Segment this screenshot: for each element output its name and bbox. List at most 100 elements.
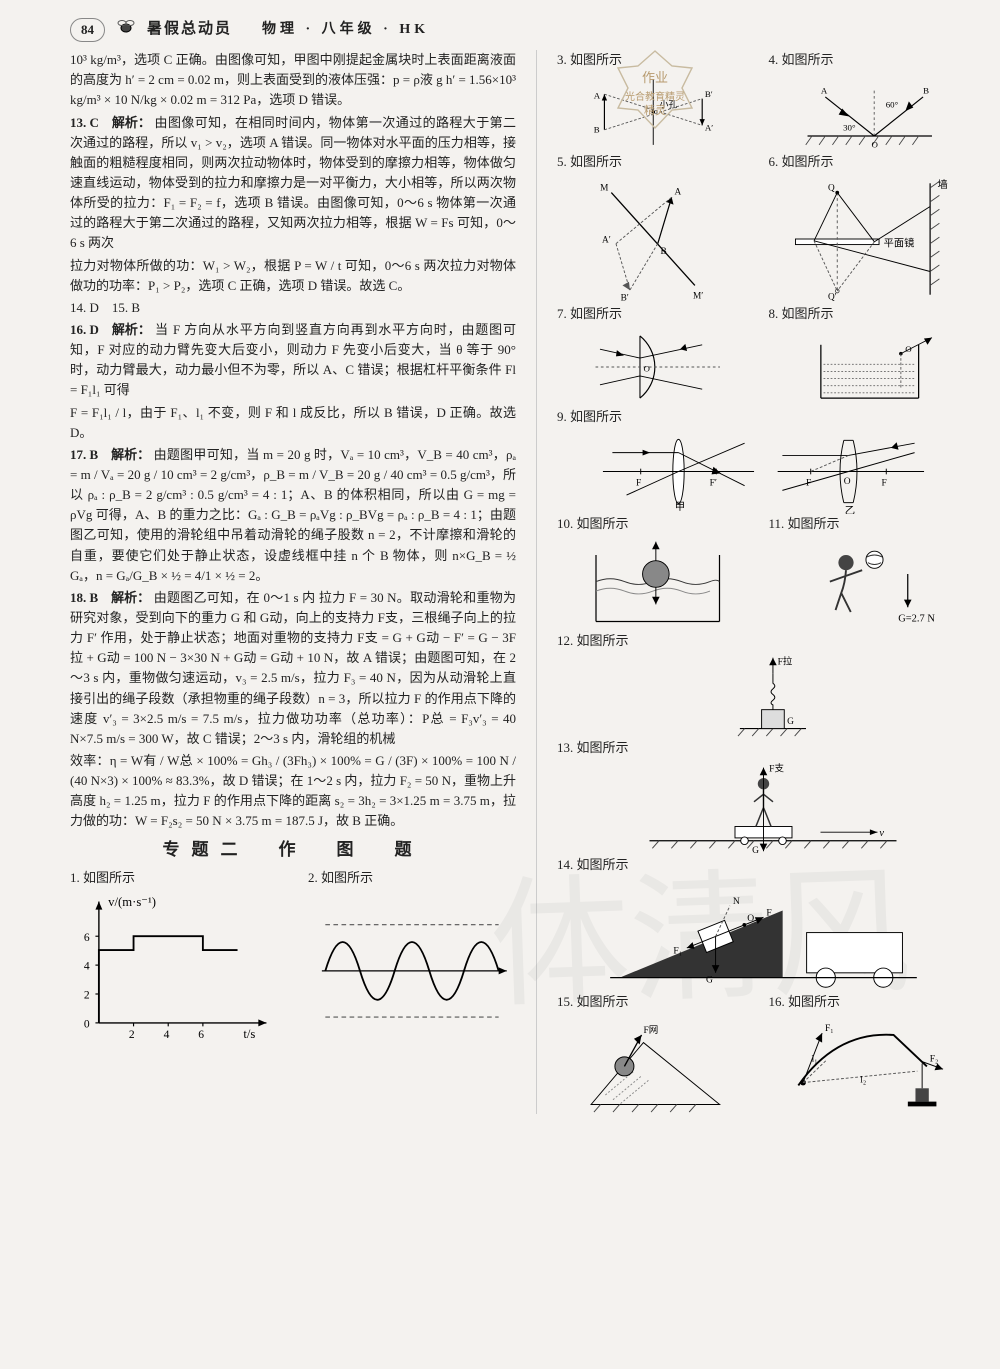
fig-7-label: 7. 如图所示: [557, 304, 622, 324]
f9-f2: F′: [710, 478, 717, 488]
f3-ap: A′: [705, 123, 713, 133]
left-column: 10³ kg/m³，选项 C 正确。由图像可知，甲图中刚提起金属块时上表面距离液…: [70, 50, 516, 1114]
fig-14-incline: O F N F₁ G: [557, 877, 970, 992]
fig-6-wall-mirror: 墙 平面镜 Q Q′: [769, 174, 971, 304]
fig-14-label: 14. 如图所示: [557, 855, 970, 875]
sine-wave-chart: [308, 890, 516, 1010]
item-18-body2: 效率：η = W有 / W总 × 100% = Gh₃ / (3Fh₃) × 1…: [70, 751, 516, 832]
f16-l2: l₂: [860, 1076, 866, 1086]
item-16-label: 16. D 解析：: [70, 320, 151, 340]
two-column-layout: 10³ kg/m³，选项 C 正确。由图像可知，甲图中刚提起金属块时上表面距离液…: [70, 50, 970, 1114]
f7-o: O: [644, 363, 651, 373]
fig-5-label: 5. 如图所示: [557, 152, 622, 172]
fig-row-7-8: 7. 如图所示 O 8. 如图所示: [557, 304, 970, 406]
f4-o: O: [871, 140, 878, 150]
item-14-15: 14. D 15. B: [70, 298, 516, 318]
fig-row-10-11: 10. 如图所示: [557, 514, 970, 631]
f9-f1: F: [636, 478, 641, 488]
f15-f: F网: [643, 1025, 658, 1036]
fig-11-volleyball: G=2.7 N: [769, 536, 971, 631]
f5-a: A: [674, 188, 681, 198]
f16-f1: F₁: [825, 1025, 834, 1035]
item-12-continuation: 10³ kg/m³，选项 C 正确。由图像可知，甲图中刚提起金属块时上表面距离液…: [70, 50, 516, 110]
fig-8-container: O: [769, 327, 971, 407]
f16-f2: F₂: [929, 1055, 938, 1065]
page: 体清风 84 暑假总动员 物理 · 八年级 · HK 10³ kg/m³，选项 …: [0, 0, 1000, 1369]
chart1-ylabel: v/(m·s⁻¹): [108, 895, 156, 909]
fig-4-label: 4. 如图所示: [769, 50, 834, 70]
f4-a: A: [820, 86, 827, 96]
right-column: 作业 光合教育精灵 精灵 3. 如图所示 小孔: [557, 50, 970, 1114]
fig-12-label: 12. 如图所示: [557, 631, 970, 651]
fig-15-incline-ball: F网: [557, 1014, 759, 1114]
item-17-body: 由题图甲可知，当 m = 20 g 时，Vₐ = 10 cm³，V_B = 40…: [70, 447, 516, 583]
fig-15-label: 15. 如图所示: [557, 992, 629, 1012]
fig-13-cart: F支 G v: [557, 760, 970, 855]
f4-60: 60°: [885, 100, 898, 110]
item-17: 17. B 解析： 由题图甲可知，当 m = 20 g 时，Vₐ = 10 cm…: [70, 445, 516, 586]
chart-2-cell: 2. 如图所示: [308, 868, 516, 1010]
svg-text:F: F: [882, 478, 887, 488]
f3-b: B: [594, 125, 600, 135]
f16-l1: l₁: [811, 1055, 817, 1065]
fig-16-label: 16. 如图所示: [769, 992, 841, 1012]
f14-f1: F₁: [673, 946, 682, 957]
item-16-body2: F = F₁l₁ / l，由于 F₁、l₁ 不变，则 F 和 l 成反比，所以 …: [70, 403, 516, 443]
item-13-body1: 由图像可知，在相同时间内，物体第一次通过的路程大于第二次通过的路程，所以 v₁ …: [70, 115, 516, 251]
f5-ap: A′: [602, 236, 611, 246]
fig-4-reflection: A B 30° 60° O: [769, 72, 971, 152]
item-16: 16. D 解析： 当 F 方向从水平方向到竖直方向再到水平方向时，由题图可知，…: [70, 320, 516, 401]
page-number-badge: 84: [70, 18, 105, 42]
chart-1-label: 1. 如图所示: [70, 868, 278, 888]
f3-hole: 小孔: [660, 100, 678, 110]
chart-row: 1. 如图所示 v/(m·s⁻¹) 0 2 4 6: [70, 868, 516, 1010]
header-subject: 物理 · 八年级 · HK: [262, 19, 429, 41]
f3-a: A: [594, 91, 601, 101]
fig-16-lever: F₁ l₁ l₂ F₂: [769, 1014, 971, 1114]
fig-6-label: 6. 如图所示: [769, 152, 834, 172]
yt1: 2: [84, 990, 90, 1002]
item-18-body1: 由题图乙可知，在 0～1 s 内 拉力 F = 30 N。取动滑轮和重物为研究对…: [70, 590, 516, 746]
f12-f: F拉: [778, 655, 793, 667]
yt0: 0: [84, 1018, 90, 1030]
item-13: 13. C 解析： 由图像可知，在相同时间内，物体第一次通过的路程大于第二次通过…: [70, 113, 516, 254]
f13-f: F支: [769, 763, 784, 775]
item-13-body2: 拉力对物体所做的功：W₁ > W₂，根据 P = W / t 可知，0～6 s …: [70, 256, 516, 296]
f5-mp: M′: [693, 292, 703, 302]
f9-jia: 甲: [675, 502, 685, 513]
f5-bp: B′: [621, 294, 629, 304]
fig-row-3-4: 3. 如图所示 小孔 A B B′: [557, 50, 970, 152]
f3-bp: B′: [705, 89, 713, 99]
xt1: 4: [164, 1029, 170, 1040]
fig-3-label: 3. 如图所示: [557, 50, 622, 70]
f6-qp: Q′: [827, 293, 836, 303]
item-13-label: 13. C 解析：: [70, 113, 151, 133]
fig-9-label: 9. 如图所示: [557, 407, 970, 427]
fig-row-5-6: 5. 如图所示 M M′ A B A′: [557, 152, 970, 304]
f6-mirror: 平面镜: [883, 237, 914, 250]
chart-1-cell: 1. 如图所示 v/(m·s⁻¹) 0 2 4 6: [70, 868, 278, 1010]
f14-f: F: [766, 908, 771, 919]
f5-m: M: [600, 184, 608, 194]
fig-13-label: 13. 如图所示: [557, 738, 970, 758]
item-18-label: 18. B 解析：: [70, 588, 150, 608]
f4-30: 30°: [843, 123, 856, 133]
f14-n: N: [733, 896, 740, 907]
velocity-time-chart: v/(m·s⁻¹) 0 2 4 6 2 4 6 t/s: [70, 890, 278, 1010]
yt2: 4: [84, 961, 90, 973]
chart1-xlabel: t/s: [243, 1027, 255, 1040]
f6-wall: 墙: [937, 178, 947, 191]
f8-o: O: [905, 343, 912, 353]
fig-row-15-16: 15. 如图所示 F网 16. 如图所示: [557, 992, 970, 1114]
fig-9-lenses: F F′ 甲 F O F 乙: [557, 429, 970, 514]
f6-q: Q: [827, 184, 834, 194]
column-divider: [536, 50, 537, 1114]
fig-10-float: [557, 536, 759, 631]
xt0: 2: [129, 1029, 135, 1040]
f13-g: G: [752, 846, 759, 855]
f9-o: O: [844, 476, 851, 486]
fig-10-label: 10. 如图所示: [557, 514, 629, 534]
f13-v: v: [879, 828, 884, 839]
xt2: 6: [198, 1029, 204, 1040]
fig-3-pinhole: 小孔 A B B′ A′: [557, 72, 759, 152]
